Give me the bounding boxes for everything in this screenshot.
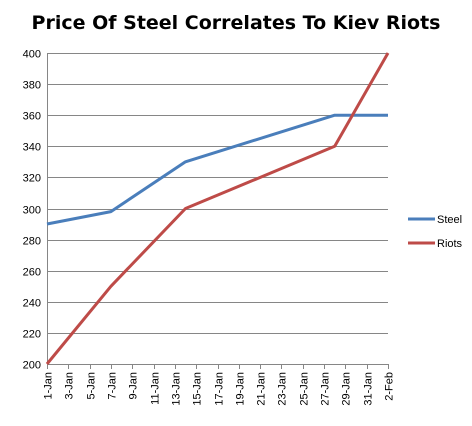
y-tick-label: 380 — [23, 80, 41, 92]
legend-item-steel: Steel — [408, 214, 462, 226]
series-line-riots — [45, 52, 390, 365]
legend: Steel Riots — [408, 214, 463, 250]
x-tick-label: 3-Jan — [64, 372, 76, 400]
x-tick-label: 13-Jan — [171, 372, 183, 406]
axes — [47, 53, 389, 369]
y-tick-label: 260 — [23, 267, 41, 279]
x-tick-label: 15-Jan — [192, 372, 204, 406]
y-tick-label: 320 — [23, 173, 41, 185]
legend-item-riots: Riots — [408, 238, 463, 250]
x-tick-label: 27-Jan — [320, 372, 332, 406]
y-tick-label: 400 — [23, 49, 41, 61]
series-lines — [45, 52, 390, 365]
y-tick-label: 300 — [23, 205, 41, 217]
y-tick-label: 220 — [23, 329, 41, 341]
x-tick-label: 5-Jan — [86, 372, 98, 400]
x-axis-tick-labels: 1-Jan 3-Jan 5-Jan 7-Jan 9-Jan 11-Jan 13-Jan 15-… — [43, 372, 396, 406]
x-tick-label: 11-Jan — [150, 372, 162, 405]
x-tick-label: 17-Jan — [214, 372, 226, 406]
x-tick-label: 29-Jan — [341, 372, 353, 406]
x-tick-label: 1-Jan — [43, 372, 55, 400]
x-tick-label: 2-Feb — [384, 372, 396, 401]
y-tick-label: 280 — [23, 236, 41, 248]
y-tick-label: 240 — [23, 298, 41, 310]
x-tick-label: 31-Jan — [363, 372, 375, 406]
x-tick-label: 23-Jan — [277, 372, 289, 406]
y-axis-tick-labels: 200 220 240 260 280 300 320 340 360 380 400 — [23, 49, 41, 372]
legend-label: Riots — [437, 238, 463, 250]
legend-label: Steel — [437, 214, 462, 226]
x-tick-label: 7-Jan — [107, 372, 119, 400]
y-tick-label: 340 — [23, 142, 41, 154]
x-tick-label: 21-Jan — [256, 372, 268, 406]
x-tick-label: 25-Jan — [299, 372, 311, 406]
x-tick-label: 19-Jan — [235, 372, 247, 406]
gridlines — [47, 53, 388, 334]
x-tick-label: 9-Jan — [128, 372, 140, 400]
y-tick-label: 360 — [23, 111, 41, 123]
chart-title: Price Of Steel Correlates To Kiev Riots — [32, 12, 441, 34]
series-line-steel — [46, 113, 388, 226]
y-tick-label: 200 — [23, 360, 41, 372]
